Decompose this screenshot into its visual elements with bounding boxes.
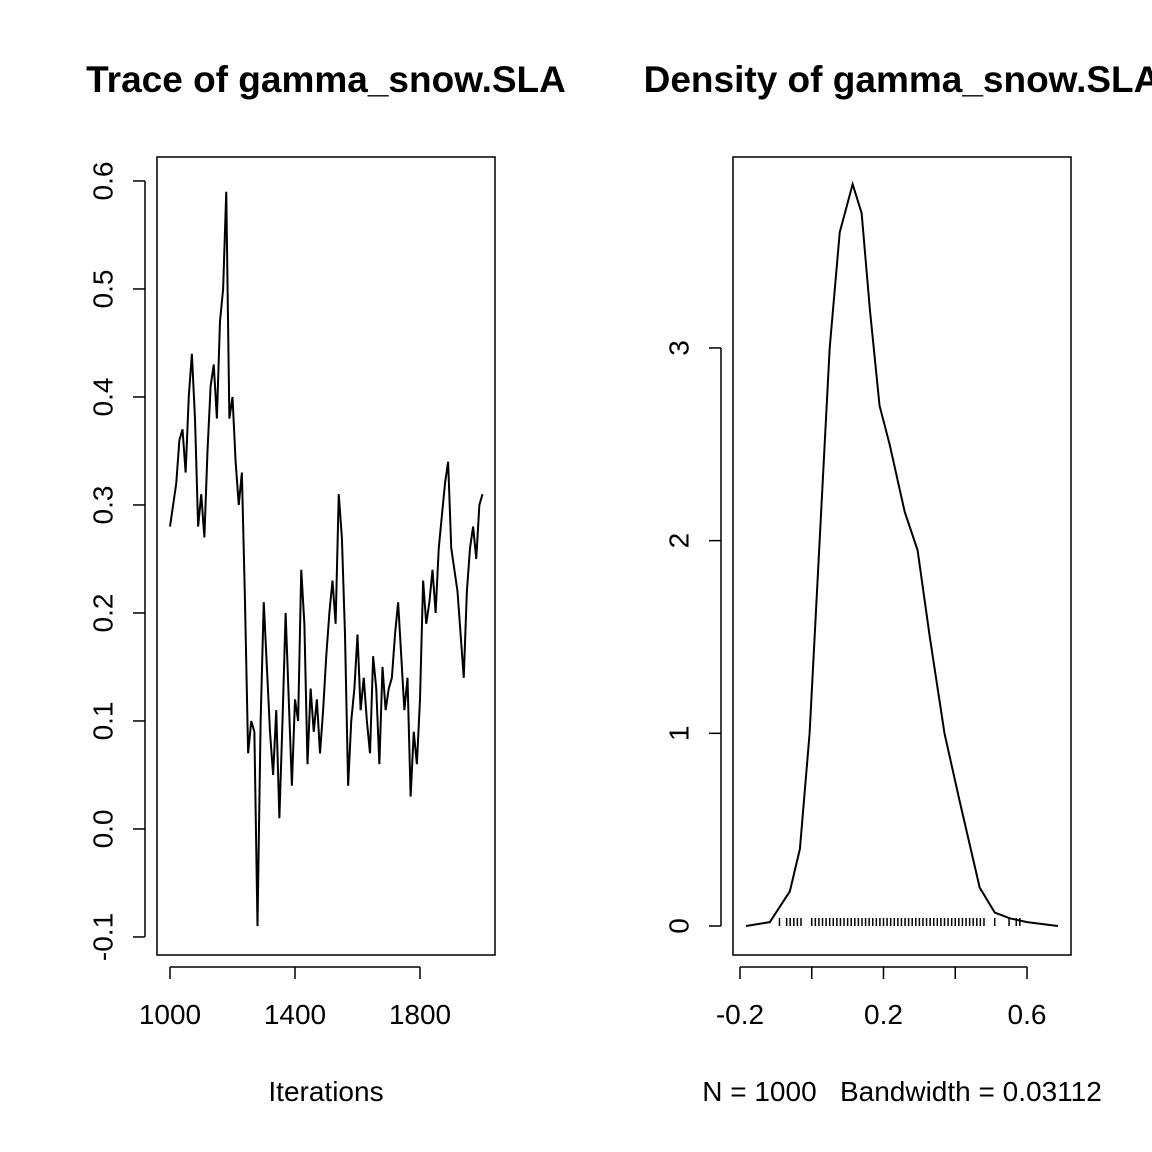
chart-title: Density of gamma_snow.SLA xyxy=(644,59,1152,100)
y-tick-label: 0.2 xyxy=(87,594,118,633)
y-tick-label: 0.6 xyxy=(87,162,118,201)
y-tick-label: 0.1 xyxy=(87,701,118,740)
y-tick-label: 2 xyxy=(663,533,694,549)
chart-title: Trace of gamma_snow.SLA xyxy=(86,59,566,100)
plot-frame xyxy=(732,156,1072,956)
y-tick-label: 0.4 xyxy=(87,378,118,417)
y-tick-label: 0.5 xyxy=(87,270,118,309)
x-tick-label: -0.2 xyxy=(716,999,764,1030)
y-tick-label: 0 xyxy=(663,918,694,934)
x-tick-label: 1400 xyxy=(264,999,326,1030)
x-axis-label: Iterations xyxy=(268,1076,383,1107)
density-curve xyxy=(745,180,1058,927)
y-tick-label: 3 xyxy=(663,340,694,356)
y-tick-label: 0.3 xyxy=(87,486,118,525)
x-tick-label: 1000 xyxy=(139,999,201,1030)
x-tick-label: 1800 xyxy=(389,999,451,1030)
y-tick-label: 1 xyxy=(663,726,694,742)
y-tick-label: -0.1 xyxy=(87,913,118,961)
x-tick-label: 0.6 xyxy=(1008,999,1047,1030)
plot-frame xyxy=(156,156,496,956)
y-tick-label: 0.0 xyxy=(87,809,118,848)
x-tick-label: 0.2 xyxy=(864,999,903,1030)
x-axis-label: N = 1000 Bandwidth = 0.03112 xyxy=(702,1076,1102,1107)
trace-line xyxy=(169,191,484,927)
